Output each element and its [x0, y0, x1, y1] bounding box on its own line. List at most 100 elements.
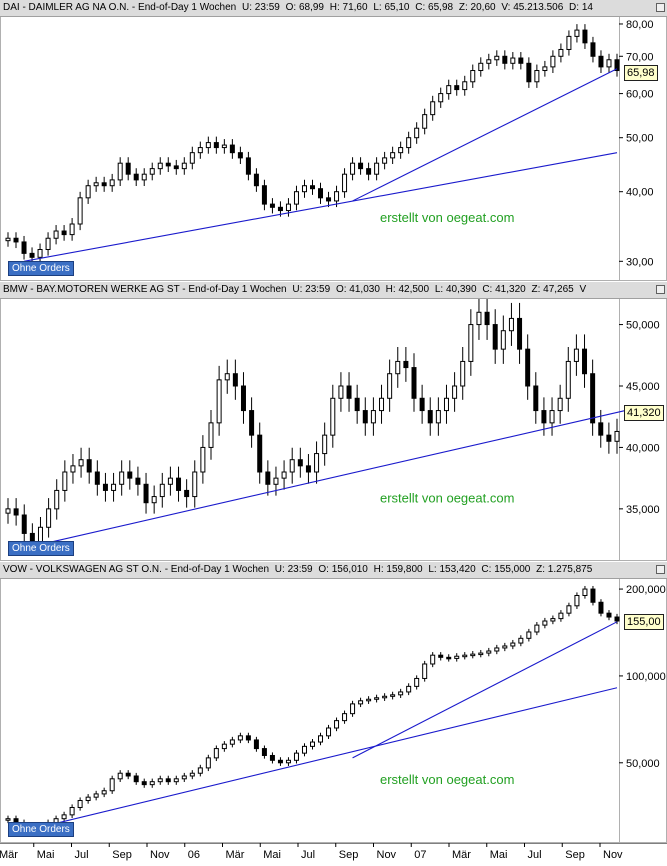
candle-body-bmw-75	[614, 430, 620, 442]
candle-body-dai-37	[301, 185, 307, 193]
candle-body-dai-11	[93, 182, 99, 187]
candle-body-dai-21	[173, 165, 179, 170]
candle-body-dai-72	[582, 29, 588, 44]
candle-body-dai-26	[213, 142, 219, 149]
candle-body-dai-46	[374, 162, 380, 175]
candle-body-dai-3	[29, 252, 35, 258]
candle-body-vow-64	[518, 637, 524, 644]
candle-body-dai-42	[342, 173, 348, 193]
candle-body-vow-19	[157, 778, 163, 783]
candle-body-bmw-41	[338, 385, 344, 399]
candle-body-bmw-23	[192, 471, 198, 498]
candle-body-vow-55	[446, 656, 452, 660]
candle-body-vow-32	[261, 748, 267, 756]
candle-body-bmw-66	[541, 410, 547, 424]
candle-body-dai-4	[37, 249, 43, 258]
trendline-bmw-0	[24, 410, 626, 549]
candle-body-dai-31	[253, 173, 259, 187]
candle-body-dai-2	[21, 241, 27, 254]
xtick-label-8: Jul	[301, 849, 315, 861]
ohne-orders-badge-dai[interactable]: Ohne Orders	[8, 261, 74, 276]
candle-body-dai-58	[470, 70, 476, 83]
header-u-vow: U: 23:59	[274, 564, 313, 575]
candle-body-dai-30	[245, 157, 251, 175]
candle-body-dai-38	[310, 185, 315, 190]
candle-body-dai-63	[510, 57, 516, 64]
candle-body-vow-7	[61, 814, 67, 820]
candle-body-bmw-0	[5, 508, 11, 514]
xtick-label-5: 06	[188, 849, 200, 861]
candle-body-dai-75	[606, 59, 612, 68]
candle-body-bmw-59	[484, 311, 490, 326]
candle-body-bmw-6	[54, 489, 60, 510]
candle-body-bmw-36	[297, 459, 303, 467]
candle-body-bmw-63	[517, 317, 523, 350]
ytick-label-bmw-2: 40,000	[626, 442, 660, 454]
candle-body-bmw-12	[102, 483, 108, 491]
candle-body-bmw-55	[452, 385, 458, 399]
candle-body-vow-75	[606, 612, 612, 618]
candle-body-vow-56	[454, 655, 460, 659]
candle-body-vow-42	[342, 713, 348, 722]
candle-body-bmw-62	[508, 317, 514, 332]
header-l-dai: L: 65,10	[373, 2, 410, 13]
candle-body-bmw-58	[476, 311, 482, 326]
header-u-bmw: U: 23:59	[292, 284, 331, 295]
candle-body-dai-33	[269, 203, 275, 208]
header-v-bmw: V	[579, 284, 587, 295]
candle-body-dai-10	[85, 185, 91, 199]
candle-body-dai-66	[534, 70, 540, 83]
candle-body-vow-33	[269, 754, 275, 761]
ohne-orders-badge-bmw[interactable]: Ohne Orders	[8, 541, 74, 556]
candle-body-vow-58	[470, 653, 476, 657]
trendline-dai-1	[352, 68, 618, 202]
panel-title-vow: VOW - VOLKSWAGEN AG ST O.N. - End-of-Day…	[3, 564, 270, 575]
candle-body-bmw-14	[119, 471, 125, 485]
header-v-dai: V: 45.213.506	[501, 2, 564, 13]
candle-body-dai-32	[261, 185, 267, 205]
candle-body-bmw-32	[265, 471, 271, 485]
header-h-bmw: H: 42,500	[385, 284, 430, 295]
candle-body-vow-67	[542, 620, 548, 626]
close-panel-bmw-icon[interactable]	[656, 285, 665, 294]
candle-body-bmw-45	[370, 410, 376, 424]
candle-body-bmw-18	[151, 496, 157, 504]
candle-body-bmw-74	[606, 434, 612, 442]
header-h-vow: H: 159,800	[373, 564, 423, 575]
ytick-label-bmw-1: 45,000	[626, 381, 660, 393]
candle-body-dai-1	[13, 237, 19, 243]
candle-body-vow-14	[117, 772, 123, 780]
candle-body-bmw-39	[322, 434, 328, 455]
header-h-dai: H: 71,60	[329, 2, 368, 13]
close-panel-dai-icon[interactable]	[656, 3, 665, 12]
header-l-bmw: L: 40,390	[434, 284, 477, 295]
candle-body-vow-51	[414, 677, 420, 687]
candle-body-bmw-28	[232, 373, 238, 387]
trendline-dai-0	[23, 152, 618, 262]
candle-body-dai-51	[414, 127, 420, 139]
close-panel-vow-icon[interactable]	[656, 565, 665, 574]
candle-body-dai-15	[125, 162, 131, 175]
candle-body-vow-48	[390, 694, 396, 697]
candle-body-vow-17	[141, 781, 147, 786]
candle-body-dai-24	[197, 147, 203, 154]
candle-body-bmw-10	[86, 459, 92, 473]
candle-body-dai-62	[502, 55, 508, 64]
candle-body-dai-43	[350, 162, 356, 175]
xtick-label-10: Nov	[377, 849, 397, 861]
candle-body-bmw-57	[468, 324, 474, 362]
ohne-orders-badge-vow[interactable]: Ohne Orders	[8, 822, 74, 837]
candle-body-bmw-16	[135, 477, 141, 485]
xtick-label-6: Mär	[226, 849, 245, 861]
candle-body-vow-53	[430, 654, 436, 665]
xtick-label-7: Mai	[263, 849, 281, 861]
xtick-label-4: Nov	[150, 849, 170, 861]
panel-header-bmw: BMW - BAY.MOTOREN WERKE AG ST - End-of-D…	[0, 282, 667, 299]
candle-body-vow-28	[229, 739, 235, 745]
candle-body-vow-57	[462, 654, 468, 658]
ytick-label-dai-2: 60,00	[626, 89, 654, 101]
candle-body-bmw-50	[411, 367, 417, 399]
candle-body-dai-18	[149, 168, 155, 175]
candle-body-bmw-11	[94, 471, 100, 485]
